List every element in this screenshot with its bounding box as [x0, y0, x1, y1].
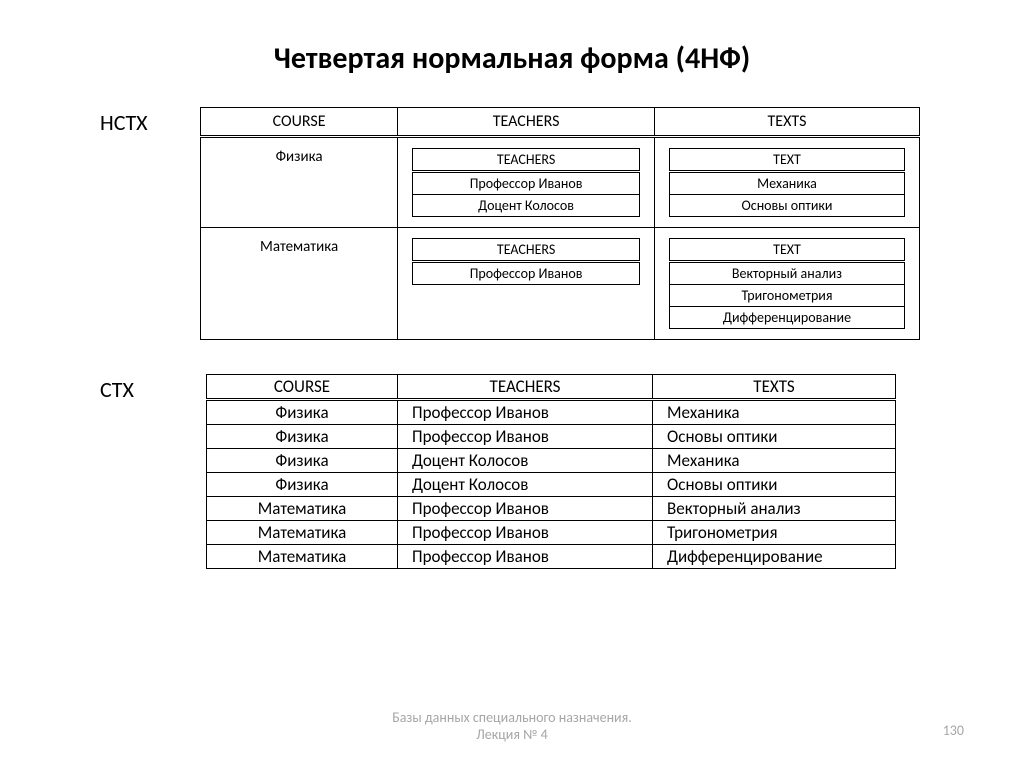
page-title: Четвертая нормальная форма (4НФ) — [60, 40, 964, 77]
ctx-cell: Тригонометрия — [653, 521, 896, 545]
nstx-table: COURSE TEACHERS TEXTS ФизикаTEACHERSПроф… — [200, 107, 920, 340]
inner-cell: Тригонометрия — [670, 285, 905, 307]
inner-header: TEXT — [670, 149, 905, 172]
nstx-section: НСТХ COURSE TEACHERS TEXTS ФизикаTEACHER… — [60, 107, 964, 340]
nstx-course-cell: Физика — [201, 137, 398, 228]
nstx-texts-cell: TEXTМеханикаОсновы оптики — [655, 137, 920, 228]
ctx-row: МатематикаПрофессор ИвановТригонометрия — [207, 521, 896, 545]
ctx-header-texts: TEXTS — [653, 375, 896, 400]
ctx-cell: Профессор Иванов — [398, 400, 653, 425]
ctx-table: COURSE TEACHERS TEXTS ФизикаПрофессор Ив… — [206, 374, 896, 569]
ctx-cell: Дифференцирование — [653, 545, 896, 569]
inner-cell: Основы оптики — [670, 195, 905, 217]
ctx-cell: Доцент Колосов — [398, 449, 653, 473]
ctx-header-course: COURSE — [207, 375, 398, 400]
footer-line1: Базы данных специального назначения. — [392, 709, 632, 726]
ctx-cell: Основы оптики — [653, 425, 896, 449]
ctx-cell: Основы оптики — [653, 473, 896, 497]
inner-header: TEACHERS — [413, 149, 640, 172]
ctx-cell: Математика — [207, 521, 398, 545]
ctx-cell: Профессор Иванов — [398, 497, 653, 521]
nstx-course-cell: Математика — [201, 228, 398, 340]
ctx-cell: Физика — [207, 473, 398, 497]
nstx-label: НСТХ — [60, 107, 200, 136]
inner-table: TEXTВекторный анализТригонометрияДиффере… — [669, 238, 905, 329]
inner-header: TEXT — [670, 239, 905, 262]
footer-text: Базы данных специального назначения. Лек… — [0, 709, 1024, 743]
nstx-header-course: COURSE — [201, 108, 398, 137]
nstx-header-texts: TEXTS — [655, 108, 920, 137]
inner-cell: Доцент Колосов — [413, 195, 640, 217]
ctx-cell: Механика — [653, 400, 896, 425]
ctx-cell: Механика — [653, 449, 896, 473]
footer-line2: Лекция № 4 — [476, 726, 548, 743]
ctx-header-teachers: TEACHERS — [398, 375, 653, 400]
inner-cell: Механика — [670, 172, 905, 195]
nstx-teachers-cell: TEACHERSПрофессор ИвановДоцент Колосов — [398, 137, 655, 228]
ctx-cell: Математика — [207, 497, 398, 521]
ctx-cell: Профессор Иванов — [398, 425, 653, 449]
ctx-row: ФизикаДоцент КолосовМеханика — [207, 449, 896, 473]
ctx-row: ФизикаДоцент КолосовОсновы оптики — [207, 473, 896, 497]
nstx-header-teachers: TEACHERS — [398, 108, 655, 137]
ctx-row: ФизикаПрофессор ИвановОсновы оптики — [207, 425, 896, 449]
ctx-cell: Физика — [207, 400, 398, 425]
ctx-cell: Доцент Колосов — [398, 473, 653, 497]
nstx-row: Математика TEACHERSПрофессор Иванов TEXTВе… — [201, 228, 920, 340]
ctx-cell: Физика — [207, 449, 398, 473]
ctx-cell: Математика — [207, 545, 398, 569]
ctx-cell: Профессор Иванов — [398, 521, 653, 545]
inner-cell: Дифференцирование — [670, 307, 905, 329]
nstx-teachers-cell: TEACHERSПрофессор Иванов — [398, 228, 655, 340]
page-number: 130 — [943, 722, 964, 739]
ctx-row: МатематикаПрофессор ИвановДифференцирова… — [207, 545, 896, 569]
ctx-cell: Профессор Иванов — [398, 545, 653, 569]
inner-cell: Векторный анализ — [670, 262, 905, 285]
inner-cell: Профессор Иванов — [413, 172, 640, 195]
nstx-texts-cell: TEXTВекторный анализТригонометрияДиффере… — [655, 228, 920, 340]
ctx-section: СТХ COURSE TEACHERS TEXTS ФизикаПрофессо… — [60, 374, 964, 569]
nstx-row: ФизикаTEACHERSПрофессор ИвановДоцент Кол… — [201, 137, 920, 228]
ctx-row: ФизикаПрофессор ИвановМеханика — [207, 400, 896, 425]
ctx-label: СТХ — [60, 374, 200, 403]
inner-table: TEACHERSПрофессор Иванов — [412, 238, 640, 285]
ctx-cell: Векторный анализ — [653, 497, 896, 521]
inner-table: TEXTМеханикаОсновы оптики — [669, 148, 905, 217]
inner-table: TEACHERSПрофессор ИвановДоцент Колосов — [412, 148, 640, 217]
ctx-row: МатематикаПрофессор ИвановВекторный анал… — [207, 497, 896, 521]
ctx-cell: Физика — [207, 425, 398, 449]
inner-header: TEACHERS — [413, 239, 640, 262]
inner-cell: Профессор Иванов — [413, 262, 640, 285]
